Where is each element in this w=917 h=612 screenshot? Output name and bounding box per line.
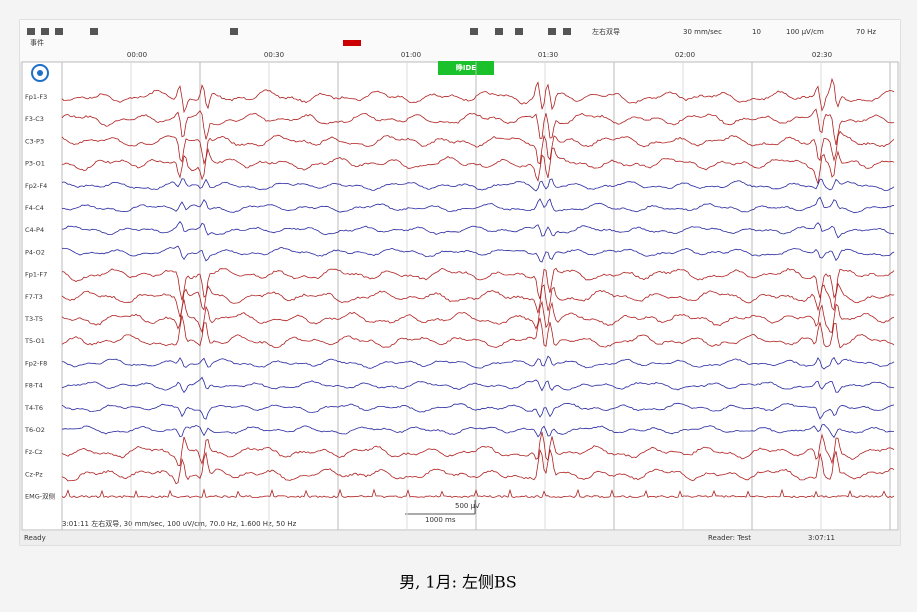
time-label: 00:30 bbox=[264, 51, 284, 59]
channel-label: P3-O1 bbox=[25, 160, 45, 168]
channel-label: Cz-Pz bbox=[25, 470, 43, 478]
eeg-trace bbox=[61, 423, 895, 439]
channel-label: C4-P4 bbox=[25, 226, 44, 234]
eeg-trace bbox=[61, 488, 895, 499]
eeg-trace bbox=[61, 299, 895, 334]
toolbar-icons bbox=[27, 28, 571, 35]
eeg-trace bbox=[61, 196, 895, 214]
eeg-trace bbox=[61, 282, 895, 318]
channel-label: Fp1-F7 bbox=[25, 271, 47, 279]
channel-label: F7-T3 bbox=[25, 293, 43, 301]
eeg-trace bbox=[61, 431, 895, 467]
channel-label: C3-P3 bbox=[25, 137, 44, 145]
channel-label: T6-O2 bbox=[24, 426, 45, 434]
event-row-label: 事件 bbox=[30, 38, 44, 47]
eye-button-icon bbox=[37, 70, 43, 76]
eeg-trace bbox=[61, 178, 895, 192]
channel-label: EMG-双侧 bbox=[25, 492, 55, 501]
status-reader: Reader: Test bbox=[708, 534, 751, 542]
channel-label: Fz-Cz bbox=[25, 448, 43, 456]
channel-label: T3-T5 bbox=[24, 315, 43, 323]
time-label: 01:30 bbox=[538, 51, 558, 59]
speed-select[interactable]: 30 mm/sec bbox=[683, 28, 722, 36]
channel-label: F8-T4 bbox=[25, 382, 43, 390]
eeg-trace bbox=[61, 220, 895, 239]
event-bar bbox=[343, 40, 361, 46]
eeg-trace bbox=[61, 245, 895, 263]
time-label: 02:30 bbox=[812, 51, 832, 59]
caption: 男, 1月: 左侧BS bbox=[399, 573, 517, 592]
scale-amplitude: 500 μV bbox=[455, 502, 480, 510]
filter-select[interactable]: 70 Hz bbox=[856, 28, 876, 36]
channel-label: F3-C3 bbox=[25, 115, 44, 123]
status-info: 3:01:11 左右双导, 30 mm/sec, 100 uV/cm, 70.0… bbox=[62, 519, 297, 528]
eeg-trace bbox=[61, 267, 895, 301]
channel-label: F4-C4 bbox=[25, 204, 44, 212]
eeg-trace bbox=[61, 402, 895, 420]
channel-label: P4-O2 bbox=[25, 248, 45, 256]
channel-label: Fp1-F3 bbox=[25, 93, 47, 101]
status-time: 3:07:11 bbox=[808, 534, 835, 542]
eeg-trace bbox=[61, 376, 895, 394]
status-ready: Ready bbox=[24, 534, 46, 542]
page-select[interactable]: 10 bbox=[752, 28, 761, 36]
montage-select[interactable]: 左右双导 bbox=[592, 27, 620, 36]
event-marker[interactable] bbox=[438, 61, 494, 75]
channel-label: Fp2-F8 bbox=[25, 359, 47, 367]
channel-label: T4-T6 bbox=[24, 404, 43, 412]
gain-select[interactable]: 100 μV/cm bbox=[786, 28, 824, 36]
eeg-trace bbox=[61, 315, 895, 349]
toolbar bbox=[20, 20, 900, 62]
scale-time: 1000 ms bbox=[425, 516, 456, 524]
eeg-trace bbox=[61, 77, 895, 114]
eeg-trace bbox=[61, 108, 895, 145]
time-label: 00:00 bbox=[127, 51, 147, 59]
eeg-trace bbox=[61, 355, 895, 370]
time-label: 01:00 bbox=[401, 51, 421, 59]
channel-label: Fp2-F4 bbox=[25, 182, 47, 190]
channel-label: T5-O1 bbox=[24, 337, 45, 345]
status-bar bbox=[20, 531, 900, 545]
eeg-trace bbox=[61, 147, 895, 184]
eeg-trace bbox=[61, 448, 895, 485]
eeg-trace bbox=[61, 130, 895, 166]
event-marker-label: 睁IDE bbox=[456, 63, 476, 72]
time-label: 02:00 bbox=[675, 51, 695, 59]
